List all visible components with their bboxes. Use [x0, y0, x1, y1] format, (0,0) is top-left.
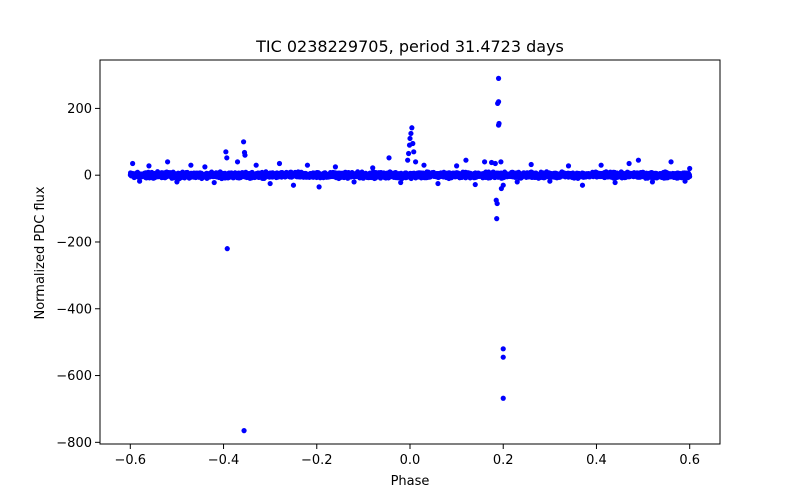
data-point-outlier: [565, 163, 572, 169]
data-point-outlier: [514, 179, 520, 185]
data-point: [687, 174, 693, 180]
data-point-outlier: [304, 162, 311, 168]
data-point-outlier: [472, 181, 478, 188]
data-point-outlier: [211, 179, 217, 186]
y-tick-label: 0: [84, 169, 92, 184]
x-tick-label: 0.2: [493, 453, 514, 468]
data-point-outlier: [202, 164, 208, 170]
x-tick-label: −0.4: [208, 453, 240, 468]
data-point-outlier: [500, 395, 506, 401]
data-point-outlier: [598, 162, 604, 168]
data-point-outlier: [398, 179, 404, 186]
data-point-outlier: [370, 165, 376, 171]
data-point-outlier: [253, 162, 259, 168]
data-point-outlier: [224, 155, 230, 161]
data-point-outlier: [188, 162, 194, 168]
y-tick-label: 200: [67, 102, 92, 117]
data-point-outlier: [498, 159, 504, 165]
data-point-outlier: [682, 178, 688, 184]
y-tick-label: −800: [56, 436, 92, 451]
data-point-outlier: [463, 157, 469, 163]
data-point-outlier: [528, 161, 534, 168]
data-point-outlier: [495, 122, 502, 128]
axes: −0.6 −0.4 −0.2 0.0 0.2 0.4 0.6 −800 −600 −400 −200…: [56, 59, 721, 468]
x-tick-label: 0.0: [400, 453, 421, 468]
plot-frame: [99, 59, 721, 445]
data-point-outlier: [276, 160, 283, 167]
data-point-outlier: [223, 149, 229, 155]
data-point-outlier: [435, 180, 441, 187]
data-point-outlier: [406, 150, 412, 157]
y-axis-title: Normalized PDC flux: [33, 186, 48, 319]
data-point-outlier: [547, 178, 553, 184]
data-point-outlier: [386, 155, 392, 161]
data-point-outlier: [410, 140, 416, 147]
data-point-outlier: [407, 135, 413, 142]
data-point-outlier: [626, 160, 632, 167]
data-point-outlier: [649, 179, 656, 185]
data-point-outlier: [500, 182, 506, 188]
x-tick-label: 0.4: [586, 453, 607, 468]
data-point-outlier: [408, 130, 414, 137]
data-point-outlier: [492, 160, 498, 167]
data-point-outlier: [495, 100, 501, 107]
data-point-outlier: [146, 163, 152, 169]
data-point-outlier: [224, 246, 230, 252]
data-points: [127, 75, 693, 434]
data-point-outlier: [494, 216, 500, 222]
data-point-outlier: [500, 354, 506, 360]
data-point-outlier: [164, 159, 171, 165]
data-point-outlier: [242, 152, 248, 158]
data-point-outlier: [495, 75, 502, 81]
data-point-outlier: [405, 157, 411, 163]
data-point-outlier: [332, 164, 339, 170]
data-point-outlier: [687, 165, 693, 172]
data-point-outlier: [612, 179, 618, 186]
y-tick-label: −200: [56, 235, 92, 250]
y-tick-label: −600: [56, 369, 92, 384]
data-point-outlier: [290, 182, 297, 188]
data-point-outlier: [267, 180, 273, 187]
chart-title: TIC 0238229705, period 31.4723 days: [255, 37, 564, 56]
data-point-outlier: [174, 179, 180, 185]
data-point-outlier: [494, 200, 500, 207]
data-point-outlier: [454, 163, 460, 169]
x-axis-title: Phase: [391, 474, 430, 489]
data-point-outlier: [412, 159, 419, 165]
data-point-outlier: [234, 159, 241, 165]
data-point-outlier: [351, 179, 357, 185]
x-tick-label: 0.6: [679, 453, 700, 468]
data-point-outlier: [635, 157, 642, 163]
data-point-outlier: [411, 149, 417, 155]
data-point-outlier: [409, 125, 415, 131]
x-tick-label: −0.6: [115, 453, 147, 468]
data-point-outlier: [240, 139, 247, 145]
data-point-outlier: [421, 162, 427, 168]
data-point-outlier: [668, 159, 674, 165]
data-point-outlier: [316, 184, 322, 190]
data-point-outlier: [241, 428, 247, 434]
data-point-outlier: [500, 346, 506, 352]
x-tick-label: −0.2: [301, 453, 333, 468]
y-tick-label: −400: [56, 302, 92, 317]
data-point-outlier: [481, 159, 488, 165]
data-point-outlier: [130, 160, 136, 167]
data-point-outlier: [137, 178, 143, 184]
data-point-outlier: [579, 182, 586, 188]
